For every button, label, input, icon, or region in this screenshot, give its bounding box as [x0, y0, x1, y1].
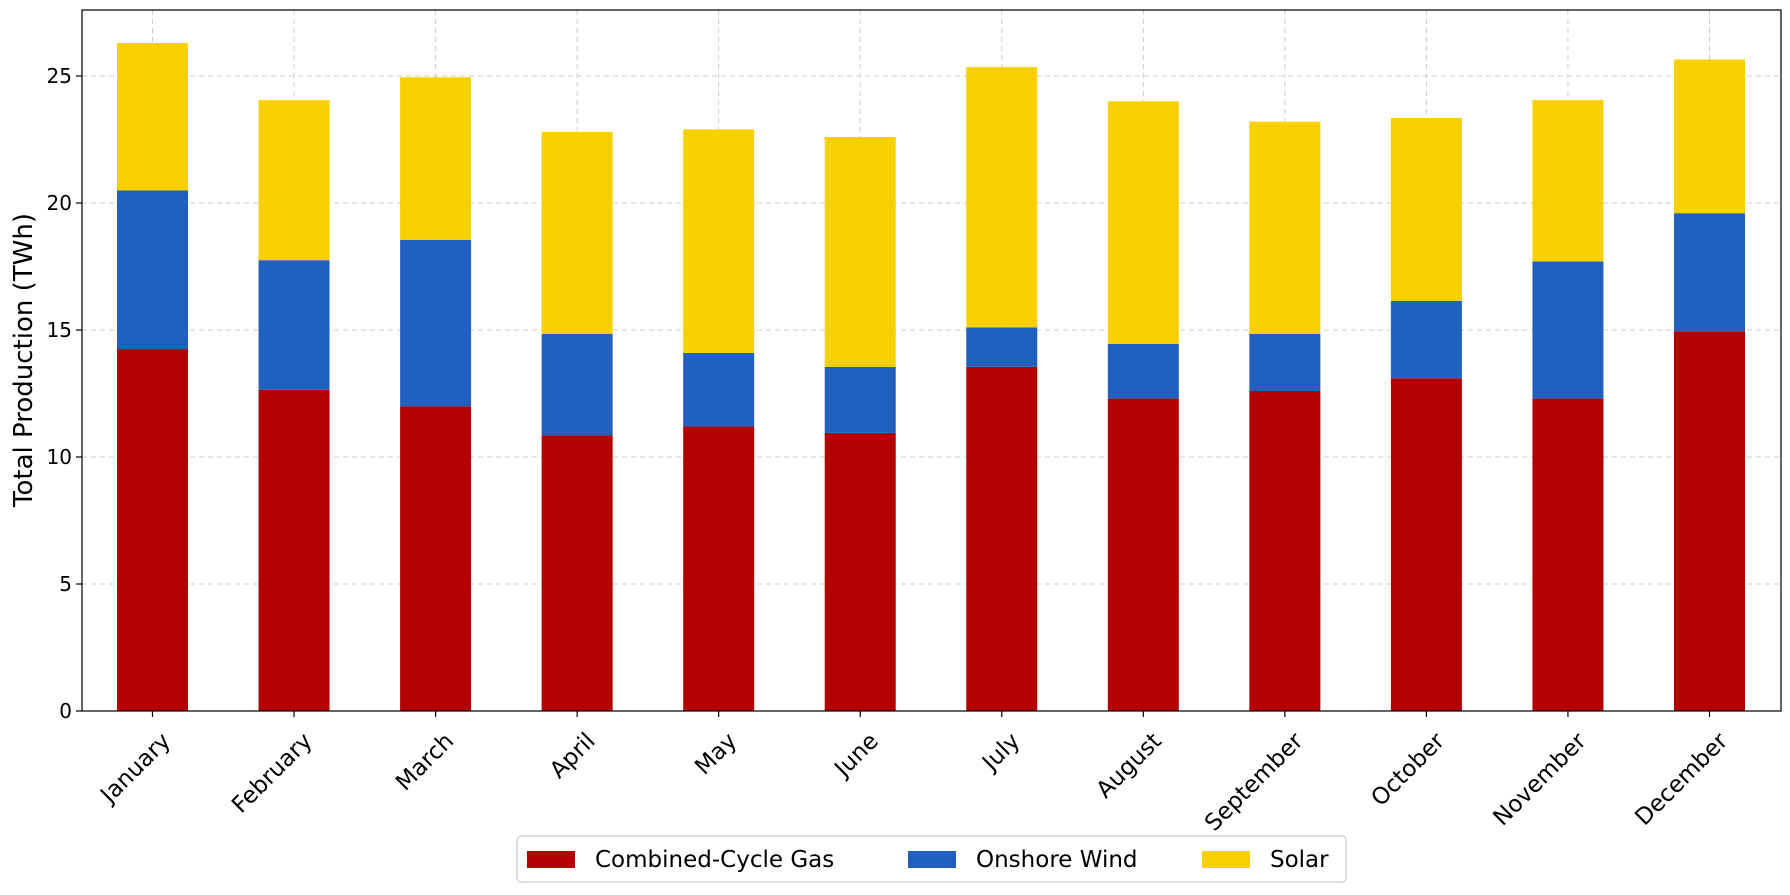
y-axis-label: Total Production (TWh) — [9, 213, 39, 508]
x-tick-label: August — [1092, 728, 1167, 803]
bar-segment — [966, 67, 1038, 328]
bar-segment — [1107, 343, 1179, 399]
x-tick-label: May — [690, 728, 742, 780]
bar-segment — [966, 327, 1038, 367]
bar-segment — [1390, 117, 1462, 301]
x-tick-label: April — [545, 728, 601, 784]
x-tick-label: July — [976, 728, 1025, 777]
x-tick-label: October — [1366, 728, 1450, 812]
y-tick-label: 10 — [47, 445, 72, 469]
bar-segment — [117, 43, 188, 191]
bar-segment — [1107, 101, 1179, 344]
x-tick-label: November — [1489, 728, 1592, 831]
bar-segment — [1390, 378, 1462, 711]
bar-segment — [683, 426, 755, 711]
bar-segment — [1674, 59, 1745, 214]
y-tick-label: 0 — [59, 699, 72, 723]
bar-segment — [1532, 261, 1604, 399]
x-tick-label: March — [391, 728, 459, 796]
bar-segment — [1249, 333, 1321, 391]
legend-label: Combined-Cycle Gas — [595, 847, 834, 873]
bar-segment — [258, 389, 330, 711]
bar-segment — [966, 366, 1038, 711]
bar-segment — [400, 77, 472, 240]
bar-segment — [258, 100, 330, 261]
x-tick-label: June — [829, 728, 884, 783]
bar-segment — [1107, 398, 1179, 711]
x-tick-label: September — [1200, 728, 1309, 837]
bar-segment — [683, 352, 755, 427]
bar-segment — [1532, 100, 1604, 262]
legend-label: Solar — [1270, 847, 1329, 873]
bar-segment — [824, 366, 896, 433]
y-tick-label: 5 — [59, 572, 72, 596]
legend-swatch — [908, 851, 956, 868]
bar-segment — [258, 260, 330, 390]
bar-segment — [1674, 213, 1745, 332]
bars-layer — [117, 43, 1745, 711]
grid-layer — [82, 10, 1781, 712]
bar-segment — [824, 136, 896, 367]
legend: Combined-Cycle Gas Onshore Wind Solar — [516, 835, 1347, 883]
bar-segment — [1249, 390, 1321, 711]
bar-segment — [117, 349, 188, 711]
bar-segment — [400, 406, 472, 711]
bar-segment — [541, 435, 613, 711]
bar-segment — [541, 131, 613, 334]
y-tick-label: 20 — [47, 191, 72, 215]
y-tick-label: 15 — [47, 318, 72, 342]
y-axis: 0 5 10 15 20 25 — [47, 64, 82, 723]
plot-frame — [81, 9, 1782, 712]
x-tick-label: January — [95, 728, 176, 809]
bar-segment — [1532, 398, 1604, 711]
x-tick-label: February — [227, 728, 317, 818]
x-tick-label: December — [1630, 728, 1733, 831]
bar-segment — [1249, 121, 1321, 334]
bar-segment — [683, 129, 755, 353]
bar-segment — [824, 432, 896, 711]
legend-swatch — [1202, 851, 1250, 868]
bar-segment — [541, 333, 613, 436]
y-tick-label: 25 — [47, 64, 72, 88]
legend-swatch — [527, 851, 575, 868]
legend-label: Onshore Wind — [976, 847, 1138, 873]
bar-segment — [1390, 300, 1462, 379]
bar-segment — [400, 239, 472, 407]
bar-segment — [1674, 331, 1745, 711]
x-axis: January February March April May June July Augu… — [95, 711, 1733, 837]
bar-segment — [117, 190, 188, 350]
